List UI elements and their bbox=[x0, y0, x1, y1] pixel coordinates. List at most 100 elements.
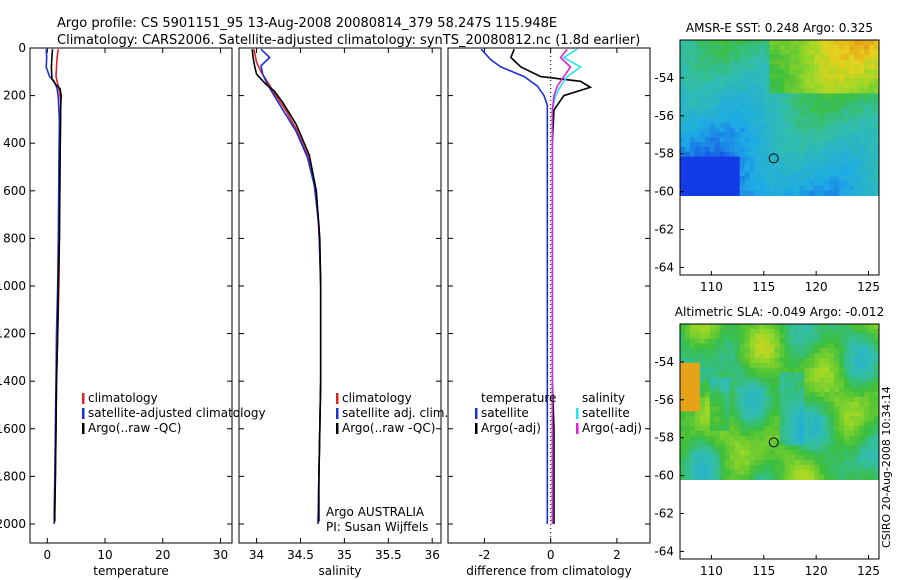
heatmap-cell bbox=[714, 469, 721, 476]
heatmap-cell bbox=[869, 127, 875, 133]
heatmap-cell bbox=[729, 40, 736, 46]
heatmap-cell bbox=[854, 122, 860, 129]
heatmap-cell bbox=[849, 425, 855, 432]
heatmap-cell bbox=[684, 141, 691, 148]
heatmap-cell bbox=[759, 175, 766, 182]
heatmap-cell bbox=[744, 338, 751, 345]
heatmap-cell bbox=[844, 440, 850, 447]
heatmap-cell bbox=[779, 425, 786, 432]
heatmap-cell bbox=[774, 161, 781, 167]
heatmap-cell bbox=[689, 54, 696, 61]
heatmap-cell bbox=[744, 117, 751, 124]
heatmap-cell bbox=[784, 156, 791, 163]
heatmap-cell bbox=[824, 171, 830, 177]
heatmap-cell bbox=[774, 338, 781, 345]
heatmap-cell bbox=[719, 391, 726, 398]
heatmap-cell bbox=[794, 73, 800, 80]
heatmap-cell bbox=[824, 83, 830, 90]
heatmap-cell bbox=[804, 328, 810, 335]
heatmap-cell bbox=[704, 333, 711, 340]
heatmap-cell bbox=[764, 387, 771, 393]
heatmap-cell bbox=[704, 421, 711, 427]
heatmap-cell bbox=[699, 396, 706, 403]
heatmap-cell bbox=[694, 93, 701, 99]
series-line-temperature-satellite bbox=[480, 48, 549, 524]
figure-title-line2: Climatology: CARS2006. Satellite-adjuste… bbox=[57, 33, 640, 48]
heatmap-cell bbox=[819, 387, 825, 393]
heatmap-cell bbox=[704, 171, 711, 177]
heatmap-cell bbox=[764, 455, 771, 461]
heatmap-cell bbox=[849, 151, 855, 158]
heatmap-cell bbox=[829, 175, 835, 182]
heatmap-cell bbox=[869, 377, 875, 383]
heatmap-cell bbox=[724, 324, 731, 330]
heatmap-cell bbox=[754, 83, 761, 90]
heatmap-cell bbox=[680, 132, 686, 138]
heatmap-cell bbox=[729, 107, 736, 114]
heatmap-cell bbox=[729, 78, 736, 85]
heatmap-cell bbox=[739, 141, 746, 148]
heatmap-cell bbox=[864, 343, 870, 349]
heatmap-cell bbox=[834, 107, 840, 114]
heatmap-cell bbox=[824, 377, 830, 383]
heatmap-cell bbox=[859, 132, 865, 138]
heatmap-cell bbox=[819, 357, 825, 364]
heatmap-cell bbox=[804, 122, 810, 129]
heatmap-cell bbox=[779, 93, 786, 99]
heatmap-cell bbox=[849, 185, 855, 192]
heatmap-cell bbox=[874, 416, 880, 422]
heatmap-cell bbox=[764, 343, 771, 349]
heatmap-cell bbox=[834, 69, 840, 75]
legend-label: Argo(-adj) bbox=[582, 421, 642, 435]
heatmap-cell bbox=[849, 450, 855, 456]
heatmap-cell bbox=[819, 455, 825, 461]
heatmap-cell bbox=[694, 459, 701, 466]
heatmap-cell bbox=[789, 440, 796, 447]
heatmap-cell bbox=[824, 338, 830, 345]
heatmap-cell bbox=[829, 430, 835, 437]
heatmap-cell bbox=[704, 440, 711, 447]
heatmap-cell bbox=[684, 328, 691, 335]
heatmap-cell bbox=[834, 382, 840, 388]
heatmap-cell bbox=[814, 180, 820, 187]
heatmap-cell bbox=[734, 146, 741, 153]
heatmap-cell bbox=[829, 59, 835, 65]
heatmap-cell bbox=[729, 69, 736, 75]
heatmap-cell bbox=[764, 459, 771, 466]
heatmap-cell bbox=[680, 411, 686, 417]
heatmap-cell bbox=[784, 64, 791, 70]
legend-swatch bbox=[576, 408, 579, 419]
heatmap-cell bbox=[734, 166, 741, 172]
heatmap-cell bbox=[680, 103, 686, 109]
heatmap-cell bbox=[764, 469, 771, 476]
heatmap-cell bbox=[729, 93, 736, 99]
heatmap-cell bbox=[759, 435, 766, 442]
heatmap-cell bbox=[849, 127, 855, 133]
heatmap-cell bbox=[784, 141, 791, 148]
heatmap-cell bbox=[849, 416, 855, 422]
heatmap-cell bbox=[764, 185, 771, 192]
heatmap-cell bbox=[829, 117, 835, 124]
heatmap-cell bbox=[849, 324, 855, 330]
heatmap-cell bbox=[829, 54, 835, 61]
heatmap-cell bbox=[849, 64, 855, 70]
heatmap-cell bbox=[829, 132, 835, 138]
heatmap-cell bbox=[779, 44, 786, 51]
heatmap-cell bbox=[689, 411, 696, 417]
heatmap-cell bbox=[859, 59, 865, 65]
heatmap-cell bbox=[829, 44, 835, 51]
heatmap-cell bbox=[714, 401, 721, 408]
heatmap-cell bbox=[809, 69, 815, 75]
heatmap-cell bbox=[680, 372, 686, 379]
heatmap-cell bbox=[754, 69, 761, 75]
heatmap-cell bbox=[729, 151, 736, 158]
heatmap-cell bbox=[729, 372, 736, 379]
heatmap-cell bbox=[704, 44, 711, 51]
heatmap-cell bbox=[864, 141, 870, 148]
heatmap-cell bbox=[859, 455, 865, 461]
heatmap-cell bbox=[824, 166, 830, 172]
heatmap-cell bbox=[714, 73, 721, 80]
heatmap-cell bbox=[864, 430, 870, 437]
heatmap-cell bbox=[809, 333, 815, 340]
heatmap-cell bbox=[709, 348, 716, 354]
